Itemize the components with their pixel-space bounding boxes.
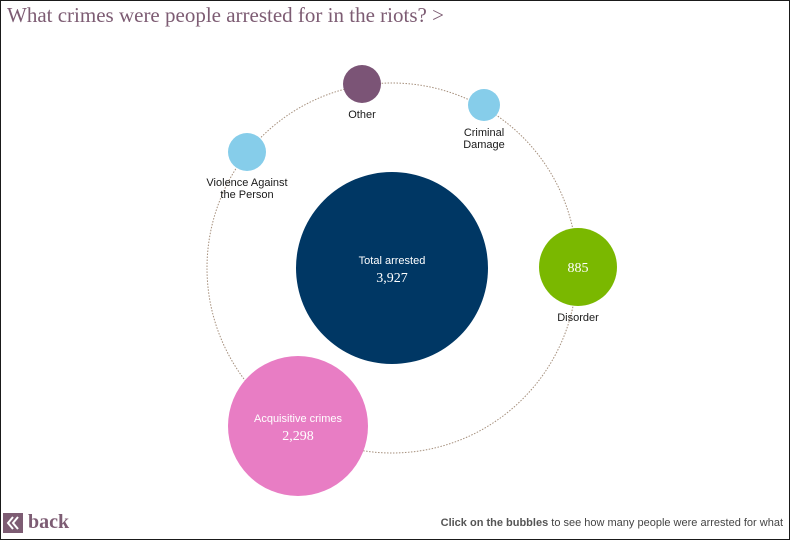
back-button[interactable]: back [3, 511, 69, 534]
bubble-other-circle[interactable] [343, 65, 381, 103]
total-bubble-value: 3,927 [376, 271, 408, 286]
total-bubble-label: Total arrested [359, 255, 426, 267]
bubble-violence-against-the-person-label: the Person [220, 189, 273, 201]
page-title[interactable]: What crimes were people arrested for in … [7, 3, 444, 27]
bubble-violence-against-the-person-circle[interactable] [228, 133, 266, 171]
instruction-text-bold: Click on the bubbles [440, 517, 549, 529]
total-bubble[interactable]: Total arrested 3,927 [296, 172, 488, 364]
back-label: back [28, 511, 70, 533]
bubble-acquisitive-crimes-value: 2,298 [282, 429, 314, 444]
bubble-acquisitive-crimes-label: Acquisitive crimes [254, 413, 343, 425]
bubble-disorder-circle[interactable] [539, 228, 617, 306]
bubble-criminal-damage-label: Criminal [464, 127, 504, 139]
instruction-text: Click on the bubbles to see how many peo… [441, 517, 783, 529]
bubble-other-label: Other [348, 109, 376, 121]
bubble-criminal-damage-label: Damage [463, 139, 505, 151]
bubble-disorder-value: 885 [568, 261, 589, 276]
bubble-acquisitive-crimes-circle[interactable] [228, 356, 368, 496]
bubble-criminal-damage-circle[interactable] [468, 89, 500, 121]
total-bubble-circle[interactable] [296, 172, 488, 364]
bubble-other[interactable]: Other [343, 65, 381, 121]
bubble-disorder[interactable]: Disorder 885 [539, 228, 617, 324]
bubble-violence-against-the-person-label: Violence Against [206, 177, 287, 189]
bubble-acquisitive-crimes[interactable]: Acquisitive crimes 2,298 [228, 356, 368, 496]
double-chevron-left-icon [3, 512, 23, 533]
instruction-text-rest: to see how many people were arrested for… [548, 517, 783, 529]
bubble-disorder-label: Disorder [557, 312, 599, 324]
